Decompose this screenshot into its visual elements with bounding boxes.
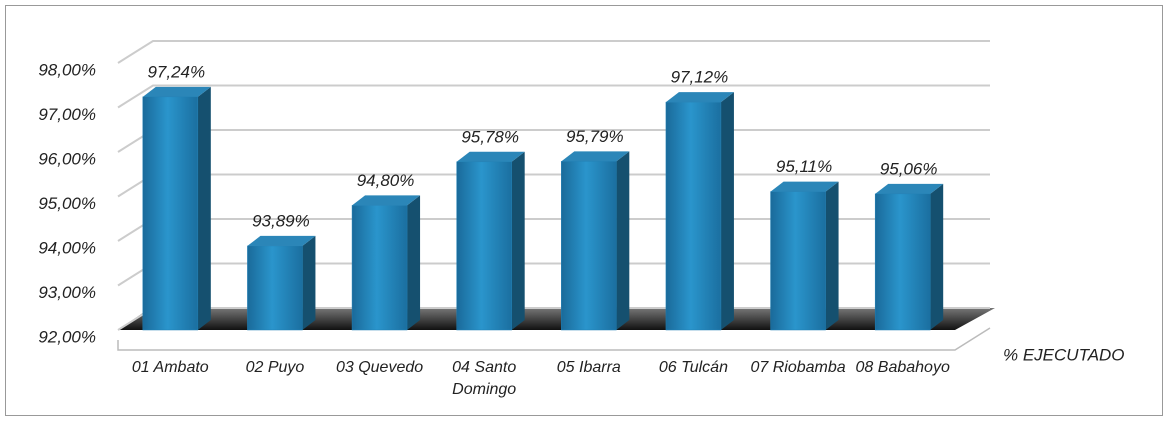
x-tick-label: 04 Santo Domingo <box>452 359 517 398</box>
value-label: 95,06% <box>880 159 938 178</box>
grid-line <box>117 129 990 153</box>
y-tick-label: 96,00% <box>38 149 96 168</box>
bar-top <box>561 151 630 162</box>
bar-top <box>142 86 211 97</box>
bar-top <box>456 151 525 162</box>
y-tick-label: 94,00% <box>38 238 96 257</box>
y-tick-label: 95,00% <box>38 194 96 213</box>
frame <box>5 5 1163 416</box>
bar <box>351 205 408 331</box>
bar-top <box>352 195 421 206</box>
x-tick-label: 03 Quevedo <box>335 359 424 376</box>
bar <box>247 245 303 331</box>
bar-side <box>720 92 734 330</box>
value-label: 93,89% <box>252 211 310 230</box>
bar-top <box>665 92 734 103</box>
bar-side <box>302 235 316 330</box>
x-tick-label: 08 Babahoyo <box>855 359 950 376</box>
value-label: 95,78% <box>461 127 519 146</box>
legend-label: % EJECUTADO <box>1003 345 1125 364</box>
grid-line <box>117 218 990 242</box>
y-tick-label: 98,00% <box>38 60 96 79</box>
value-label: 94,80% <box>357 171 415 190</box>
x-axis <box>117 327 991 351</box>
bar-top <box>247 235 316 246</box>
bar-top <box>875 183 944 194</box>
grid-line <box>117 173 990 198</box>
bar-side <box>616 151 630 330</box>
x-tick-label: 06 Tulcán <box>658 359 728 376</box>
value-label: 97,24% <box>147 62 205 81</box>
bar-side <box>930 183 944 330</box>
x-tick-label: 05 Ibarra <box>556 359 621 376</box>
grid-line <box>117 84 990 109</box>
bar <box>142 96 199 331</box>
x-tick-label: 01 Ambato <box>131 359 209 376</box>
bar <box>874 193 931 331</box>
bar-top <box>770 181 839 192</box>
y-tick-label: 93,00% <box>38 283 96 302</box>
value-label: 97,12% <box>671 68 729 87</box>
bar-side <box>407 195 421 330</box>
value-label: 95,79% <box>566 127 624 146</box>
bar-side <box>511 151 525 330</box>
bar <box>770 191 826 331</box>
grid-line <box>117 40 990 64</box>
bar-side <box>825 181 839 330</box>
y-tick-label: 97,00% <box>38 105 96 124</box>
bar <box>456 161 512 331</box>
bar <box>561 161 617 331</box>
y-tick-label: 92,00% <box>38 327 96 346</box>
x-tick-label: 02 Puyo <box>245 359 305 376</box>
x-tick-label: 07 Riobamba <box>750 359 846 376</box>
value-label: 95,11% <box>776 157 832 176</box>
bar <box>665 101 722 331</box>
bar-side <box>197 86 211 330</box>
